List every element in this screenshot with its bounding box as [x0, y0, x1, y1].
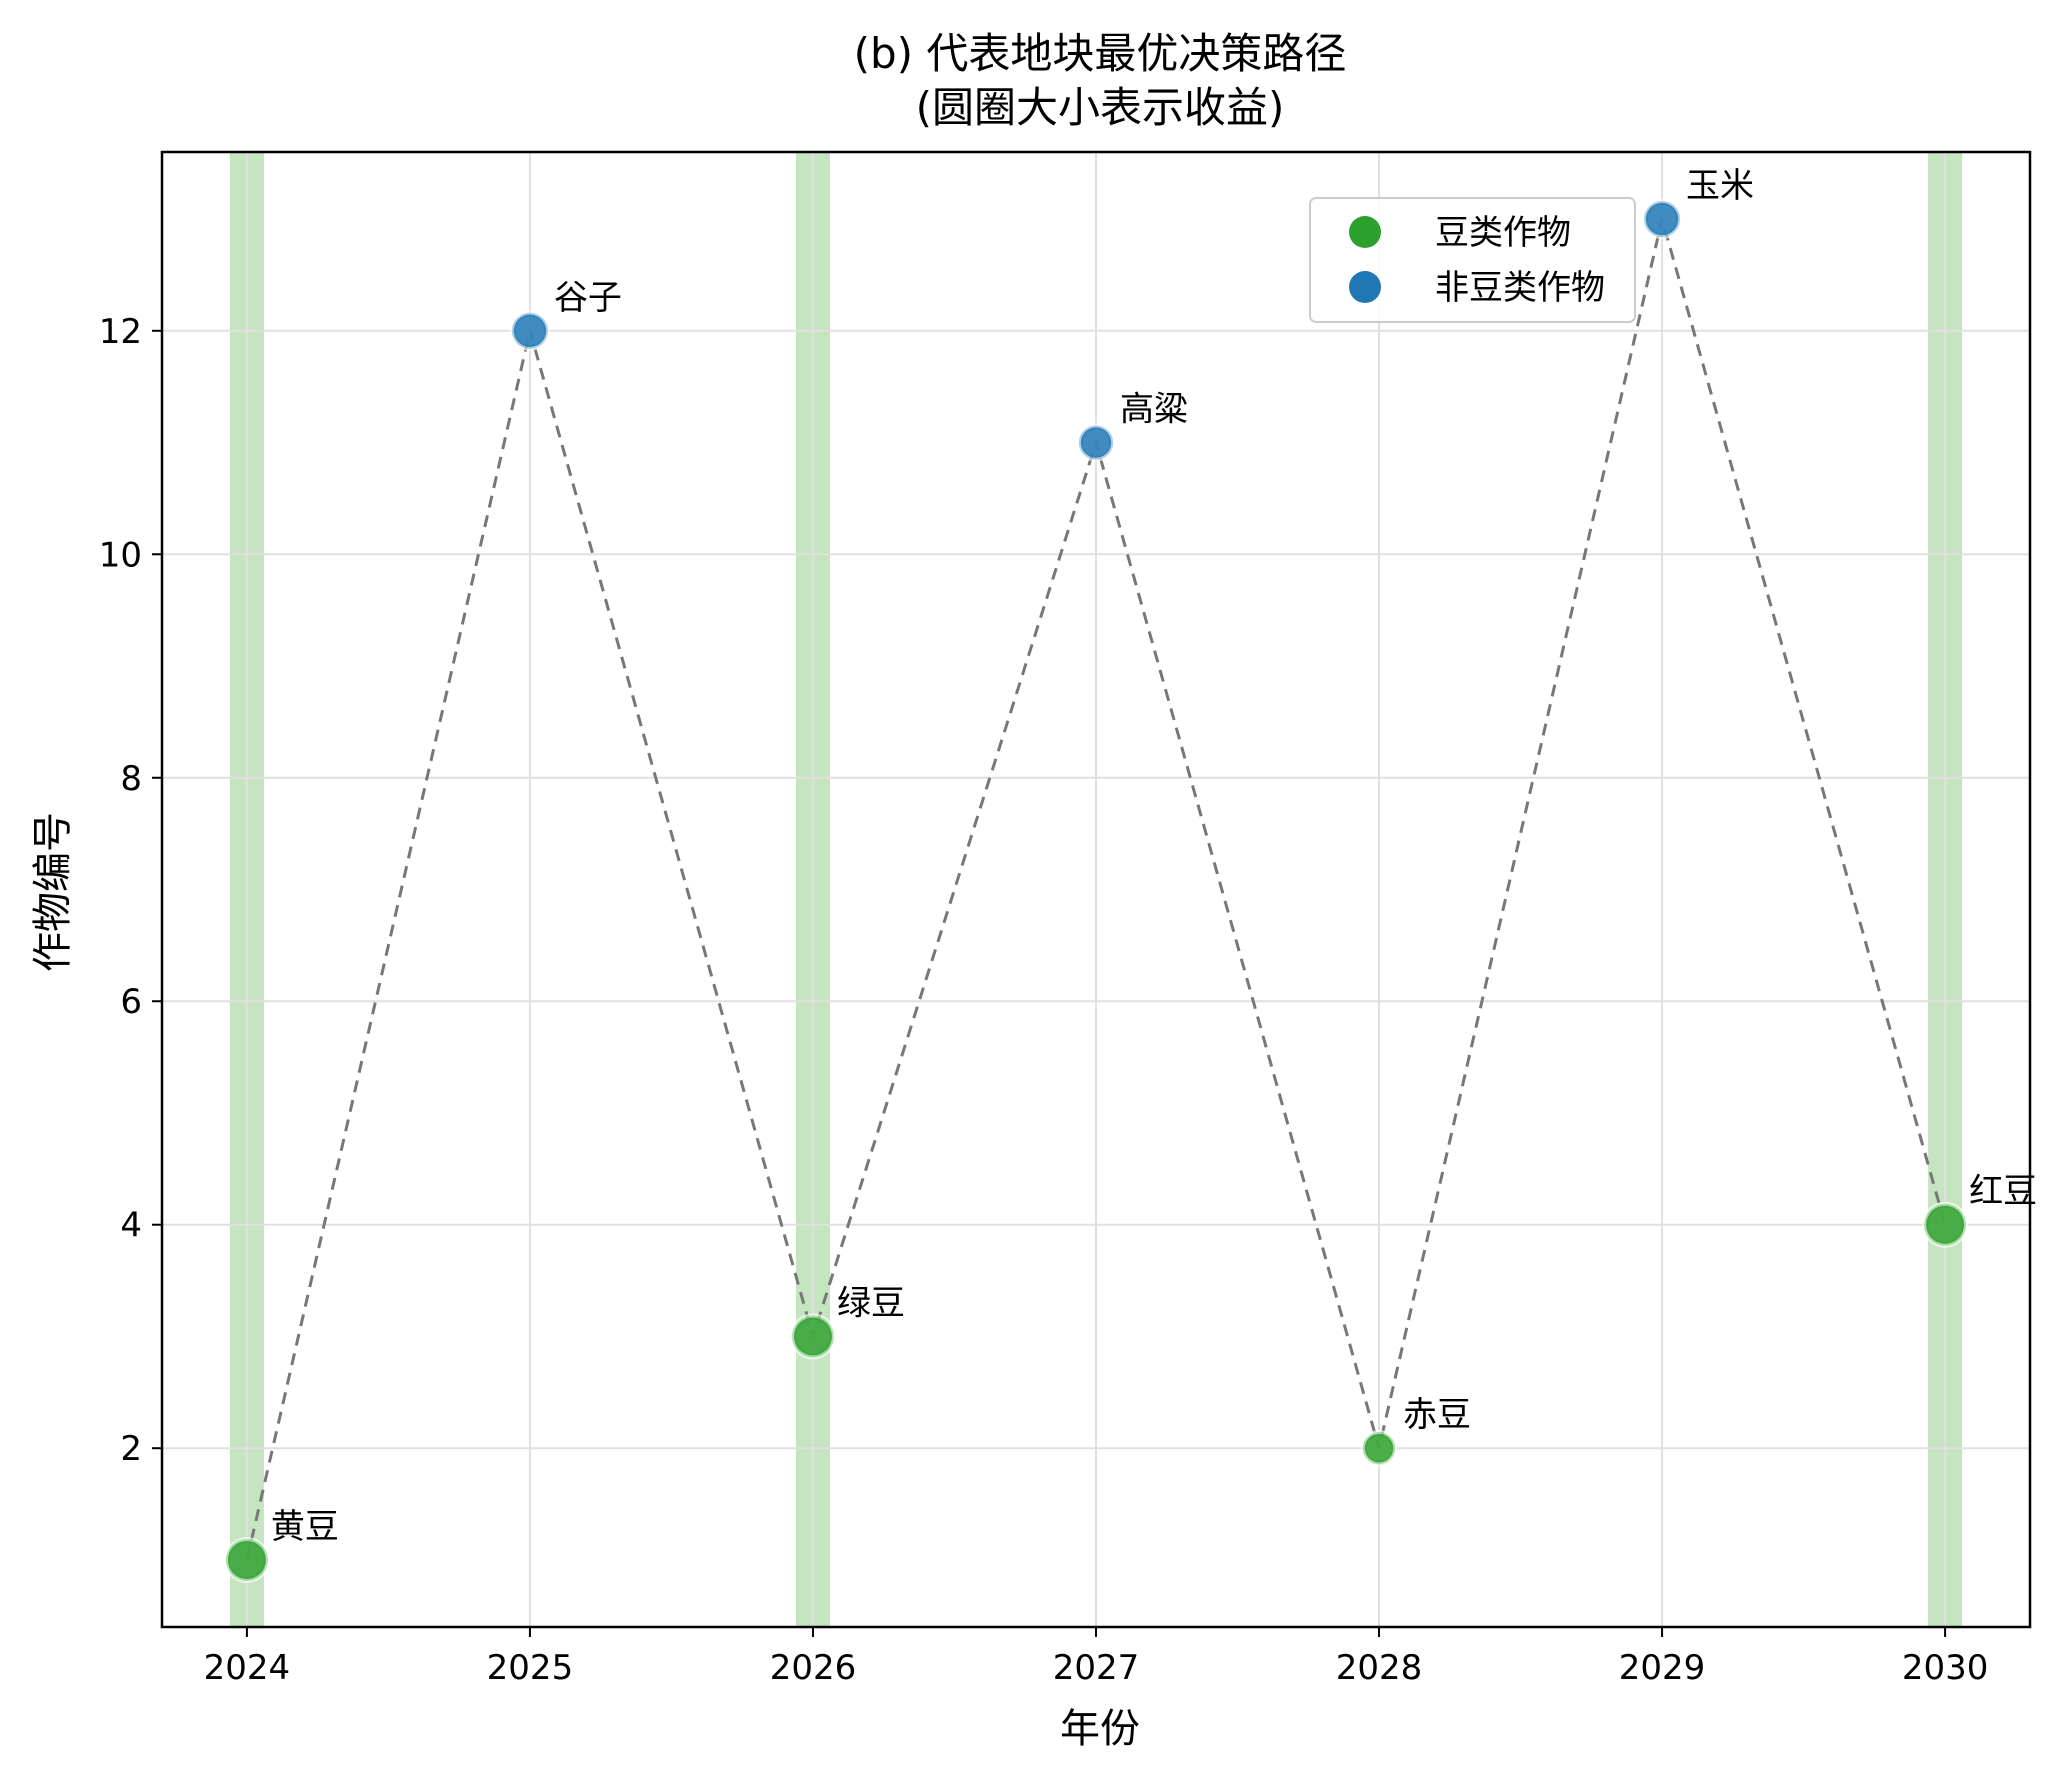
- y-tick-label-2: 2: [120, 1429, 142, 1469]
- point-label-2029: 玉米: [1686, 166, 1754, 206]
- y-tick-label-10: 10: [99, 535, 142, 575]
- data-point-2024: [225, 1538, 268, 1581]
- data-point-2025: [511, 312, 549, 349]
- x-tick-label-2030: 2030: [1902, 1648, 1989, 1688]
- y-tick-label-12: 12: [99, 312, 142, 352]
- point-label-2028: 赤豆: [1403, 1395, 1471, 1435]
- point-label-2024: 黄豆: [271, 1507, 339, 1547]
- y-tick-label-6: 6: [120, 982, 142, 1022]
- y-tick-label-4: 4: [120, 1206, 142, 1246]
- legend-marker-non_legume: [1349, 271, 1381, 303]
- data-point-2030: [1924, 1203, 1967, 1246]
- y-tick-label-8: 8: [120, 759, 142, 799]
- x-tick-label-2024: 2024: [204, 1648, 291, 1688]
- data-point-2027: [1078, 425, 1114, 460]
- x-axis-title: 年份: [1060, 1706, 1140, 1752]
- legend-label-legume: 豆类作物: [1435, 213, 1571, 253]
- x-tick-label-2027: 2027: [1053, 1648, 1140, 1688]
- legend-label-non_legume: 非豆类作物: [1435, 268, 1605, 308]
- point-label-2030: 红豆: [1969, 1172, 2037, 1212]
- point-label-2025: 谷子: [554, 278, 622, 318]
- data-point-2029: [1643, 200, 1681, 238]
- data-point-2028: [1362, 1431, 1396, 1465]
- legend-marker-legume: [1349, 216, 1381, 248]
- point-label-2027: 高粱: [1120, 390, 1188, 430]
- x-tick-label-2025: 2025: [487, 1648, 574, 1688]
- y-axis-title: 作物编号: [30, 812, 76, 972]
- point-label-2026: 绿豆: [837, 1283, 905, 1323]
- x-tick-label-2029: 2029: [1619, 1648, 1706, 1688]
- x-tick-label-2028: 2028: [1336, 1648, 1423, 1688]
- chart-title: (b) 代表地块最优决策路径: [854, 29, 1347, 78]
- data-point-2026: [791, 1315, 834, 1358]
- chart-subtitle: (圆圈大小表示收益): [916, 83, 1285, 132]
- legend-box: [1309, 197, 1636, 323]
- x-tick-label-2026: 2026: [770, 1648, 857, 1688]
- plot-area: 2024 2025 2026 2027 2028 2029 2030 2 4 6 8 10 12 黄豆 谷子…: [99, 150, 2037, 1688]
